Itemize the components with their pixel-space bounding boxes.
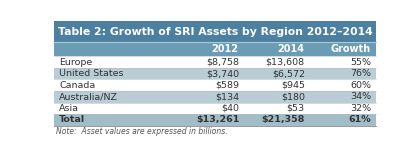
Bar <box>310 103 376 114</box>
Text: 34%: 34% <box>350 92 372 101</box>
Text: $13,261: $13,261 <box>196 115 240 124</box>
Bar <box>310 42 376 56</box>
Bar <box>244 68 310 80</box>
Text: $8,758: $8,758 <box>207 58 240 67</box>
Text: $13,608: $13,608 <box>265 58 305 67</box>
Text: Europe: Europe <box>59 58 92 67</box>
Text: 76%: 76% <box>351 69 372 78</box>
Text: Asia: Asia <box>59 104 79 113</box>
Text: $589: $589 <box>215 81 240 90</box>
Text: $134: $134 <box>215 92 240 101</box>
Bar <box>171 91 244 103</box>
Bar <box>244 103 310 114</box>
Bar <box>171 56 244 68</box>
Bar <box>244 42 310 56</box>
Bar <box>244 56 310 68</box>
Text: Note:  Asset values are expressed in billions.: Note: Asset values are expressed in bill… <box>56 127 227 136</box>
Bar <box>171 114 244 126</box>
Text: $53: $53 <box>286 104 305 113</box>
Bar <box>310 80 376 91</box>
Bar <box>54 114 171 126</box>
Text: $3,740: $3,740 <box>207 69 240 78</box>
Bar <box>244 80 310 91</box>
Text: $945: $945 <box>281 81 305 90</box>
Text: $180: $180 <box>281 92 305 101</box>
Bar <box>244 91 310 103</box>
Bar <box>171 80 244 91</box>
Text: $21,358: $21,358 <box>261 115 305 124</box>
Bar <box>54 68 171 80</box>
Bar <box>54 80 171 91</box>
Bar <box>310 68 376 80</box>
Bar <box>310 91 376 103</box>
Text: Canada: Canada <box>59 81 95 90</box>
Bar <box>54 56 171 68</box>
Bar <box>54 21 376 42</box>
Bar <box>54 42 171 56</box>
Bar <box>310 114 376 126</box>
Bar <box>171 68 244 80</box>
Bar <box>244 114 310 126</box>
Text: 61%: 61% <box>349 115 372 124</box>
Bar <box>54 91 171 103</box>
Text: 55%: 55% <box>351 58 372 67</box>
Text: $6,572: $6,572 <box>272 69 305 78</box>
Text: 32%: 32% <box>350 104 372 113</box>
Text: $40: $40 <box>222 104 240 113</box>
Text: Table 2: Growth of SRI Assets by Region 2012–2014: Table 2: Growth of SRI Assets by Region … <box>58 27 373 37</box>
Bar <box>310 56 376 68</box>
Text: Total: Total <box>59 115 85 124</box>
Text: United States: United States <box>59 69 123 78</box>
Text: Australia/NZ: Australia/NZ <box>59 92 118 101</box>
Text: 60%: 60% <box>351 81 372 90</box>
Text: 2014: 2014 <box>277 44 304 54</box>
Bar <box>171 42 244 56</box>
Text: 2012: 2012 <box>212 44 239 54</box>
Bar <box>54 103 171 114</box>
Bar <box>171 103 244 114</box>
Text: Growth: Growth <box>331 44 370 54</box>
